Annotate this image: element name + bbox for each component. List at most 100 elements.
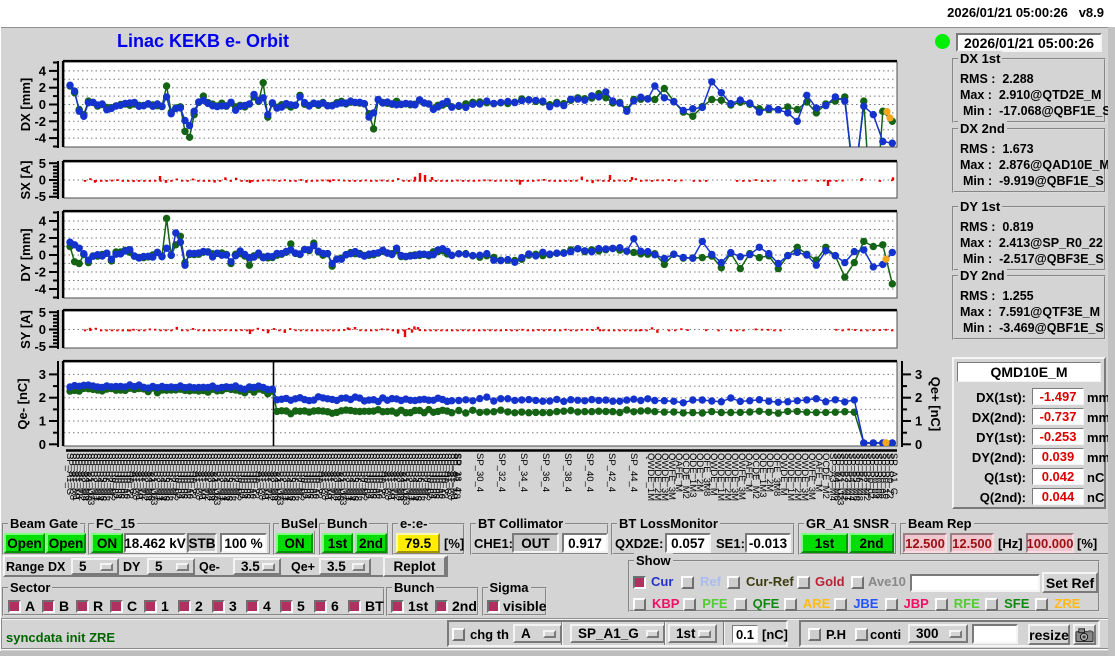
svg-text:0: 0 [39,173,46,188]
svg-text:SP_B4_M4: SP_B4_M4 [846,453,857,501]
svg-text:SP_R0_08: SP_R0_08 [181,453,192,499]
svg-text:SP_A1_M1: SP_A1_M1 [385,453,396,501]
svg-text:QWDE_3M: QWDE_3M [659,453,670,501]
svg-text:SP_A4_M8: SP_A4_M8 [271,453,282,501]
svg-text:SP_A1_C8: SP_A1_C8 [193,453,204,500]
svg-text:SP_44_4: SP_44_4 [628,453,639,492]
svg-text:SP_36_4: SP_36_4 [540,453,551,492]
svg-text:SP_B6_M8: SP_B6_M8 [415,453,426,501]
svg-text:4: 4 [39,63,47,78]
svg-text:SP_B1_U23: SP_B1_U23 [274,453,285,505]
svg-text:SP_B3_M1: SP_B3_M1 [217,453,228,501]
svg-text:SP_B6_M8: SP_B6_M8 [352,453,363,501]
svg-text:QDE_1M3: QDE_1M3 [687,453,698,497]
svg-text:SP_A3_M4: SP_A3_M4 [331,453,342,501]
svg-text:SP_A1_M1: SP_A1_M1 [259,453,270,501]
svg-text:SP_R0_02: SP_R0_02 [361,453,372,499]
svg-text:SP_B4_M4: SP_B4_M4 [94,453,105,501]
svg-text:SP_B2_M2: SP_B2_M2 [277,453,288,501]
svg-text:SP_R0_22: SP_R0_22 [124,453,135,499]
svg-text:SP_A1_T8: SP_A1_T8 [325,453,336,499]
svg-text:SP_R0_04: SP_R0_04 [364,453,375,499]
svg-text:QWDE_2M: QWDE_2M [792,453,803,501]
svg-text:SP_R0_10: SP_R0_10 [121,453,132,499]
svg-text:SP_B2_M2: SP_B2_M2 [214,453,225,501]
svg-text:SP_R0_04: SP_R0_04 [427,453,438,499]
svg-text:SP_B1_U23: SP_B1_U23 [835,453,846,505]
svg-text:SP_R0_08: SP_R0_08 [876,453,887,499]
svg-text:SP_R0_08: SP_R0_08 [118,453,129,499]
svg-text:SP_B8_M2: SP_B8_M2 [358,453,369,501]
svg-text:SP_A1_G: SP_A1_G [888,453,899,495]
svg-text:SP_A1_T8: SP_A1_T8 [262,453,273,499]
svg-text:SP_B2_M2: SP_B2_M2 [151,453,162,501]
svg-text:SP_A3_M4: SP_A3_M4 [827,453,838,501]
svg-text:SP_B1_U23: SP_B1_U23 [400,453,411,505]
svg-text:QCDE_M2: QCDE_M2 [820,453,831,499]
svg-text:SP_R0_22: SP_R0_22 [884,453,895,499]
svg-text:SP_A2_M2: SP_A2_M2 [328,453,339,501]
svg-text:SP_R0_10: SP_R0_10 [184,453,195,499]
svg-text:SP_B7_M: SP_B7_M [166,453,177,496]
svg-text:QWFE_3M: QWFE_3M [806,453,817,500]
svg-text:SP_A1_T8: SP_A1_T8 [388,453,399,499]
svg-text:SP_A3_M4: SP_A3_M4 [79,453,90,501]
svg-text:-4: -4 [34,131,46,146]
svg-text:QDE_2M: QDE_2M [764,453,775,492]
svg-text:SP_R0_10: SP_R0_10 [373,453,384,499]
svg-text:DY [mm]: DY [mm] [18,228,33,281]
svg-text:SP_R0_04: SP_R0_04 [238,453,249,499]
svg-text:SP_B6_M8: SP_B6_M8 [289,453,300,501]
svg-text:SP_R0_04: SP_R0_04 [112,453,123,499]
svg-text:QWDE_M: QWDE_M [708,453,719,496]
svg-text:0: 0 [39,248,46,263]
svg-text:QWDE_2M: QWDE_2M [652,453,663,501]
svg-text:SP_B4_M4: SP_B4_M4 [157,453,168,501]
svg-text:SP_R0_06: SP_R0_06 [873,453,884,499]
svg-text:SP_B6_M8: SP_B6_M8 [163,453,174,501]
svg-text:SY [A]: SY [A] [18,310,33,349]
svg-text:SP_A4_M8: SP_A4_M8 [334,453,345,501]
svg-text:SP_A3_M4: SP_A3_M4 [394,453,405,501]
svg-text:SP_42_4: SP_42_4 [606,453,617,492]
svg-text:3: 3 [39,367,46,382]
svg-text:SP_A4_M8: SP_A4_M8 [145,453,156,501]
svg-text:SP_B2_M2: SP_B2_M2 [340,453,351,501]
svg-text:SP_B5_M6: SP_B5_M6 [349,453,360,501]
svg-text:SP_A1_C8: SP_A1_C8 [445,453,456,500]
svg-text:Qe- [nC]: Qe- [nC] [15,378,30,429]
svg-text:SP_R0_10: SP_R0_10 [247,453,258,499]
svg-text:SP_28_4: SP_28_4 [452,453,463,492]
svg-text:SP_B2_M2: SP_B2_M2 [88,453,99,501]
svg-text:SP_B2_M2: SP_B2_M2 [838,453,849,501]
svg-text:SP_B3_M1: SP_B3_M1 [91,453,102,501]
svg-text:2: 2 [39,390,46,405]
svg-text:QWDE_M: QWDE_M [778,453,789,496]
svg-text:SP_40_4: SP_40_4 [584,453,595,492]
svg-text:SP_R0_22: SP_R0_22 [313,453,324,499]
svg-text:SP_R0_08: SP_R0_08 [244,453,255,499]
svg-text:1: 1 [39,414,46,429]
svg-text:SP_A2_M2: SP_A2_M2 [76,453,87,501]
svg-text:SX [A]: SX [A] [18,161,33,200]
svg-text:SP_R0_22: SP_R0_22 [439,453,450,499]
svg-text:SP_A4_M8: SP_A4_M8 [82,453,93,501]
svg-text:SP_A2_M2: SP_A2_M2 [265,453,276,501]
svg-text:SP_A2_M2: SP_A2_M2 [202,453,213,501]
svg-text:SP_B5_M6: SP_B5_M6 [286,453,297,501]
svg-text:QWDE_1M: QWDE_1M [715,453,726,501]
svg-text:SP_A1_G: SP_A1_G [442,453,453,495]
svg-text:SP_R0_06: SP_R0_06 [178,453,189,499]
svg-text:QWDE_2M: QWDE_2M [722,453,733,501]
svg-text:SP_R0_02: SP_R0_02 [109,453,120,499]
svg-text:SP_B2_M2: SP_B2_M2 [403,453,414,501]
svg-text:SP_R0_08: SP_R0_08 [307,453,318,499]
svg-text:SP_A4_M8: SP_A4_M8 [831,453,842,501]
svg-text:DX [mm]: DX [mm] [18,78,33,131]
svg-text:QDE_1M3: QDE_1M3 [757,453,768,497]
svg-text:SP_A1_M1: SP_A1_M1 [322,453,333,501]
svg-text:SP_B4_M4: SP_B4_M4 [346,453,357,501]
svg-text:SP_R0_02: SP_R0_02 [424,453,435,499]
svg-text:SP_B3_M1: SP_B3_M1 [406,453,417,501]
svg-text:SP_A1_M1: SP_A1_M1 [196,453,207,501]
